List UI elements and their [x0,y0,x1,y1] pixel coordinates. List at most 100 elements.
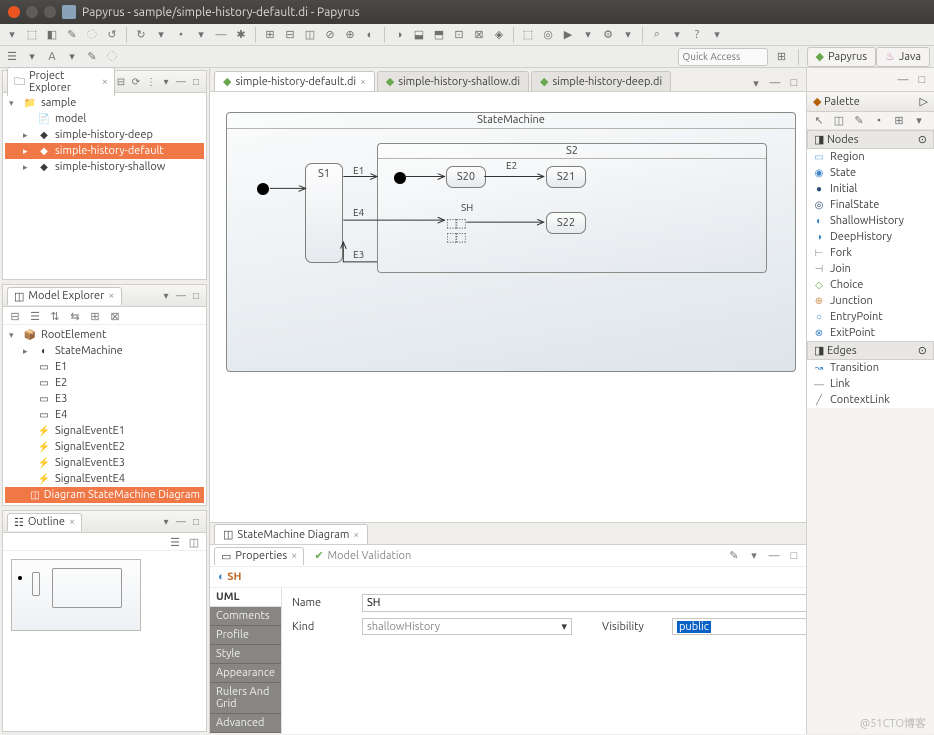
toolbar-button[interactable]: ◌ [104,49,120,65]
palette-item-exitpoint[interactable]: ⊗ExitPoint [807,325,934,341]
twisty-icon[interactable]: ▸ [23,162,33,173]
model-explorer-tab[interactable]: ◫ Model Explorer × [7,287,122,305]
properties-category[interactable]: Appearance [210,664,281,683]
model-validation-tab[interactable]: ✔ Model Validation [314,549,411,562]
toolbar-button[interactable]: ▾ [669,27,685,43]
toolbar-button[interactable]: ◑ [391,27,407,43]
tree-item[interactable]: ▸◐StateMachine [5,343,204,359]
view-toolbar-button[interactable]: ⊟ [7,308,23,324]
view-toolbar-button[interactable]: ↖ [811,113,827,129]
view-toolbar-button[interactable]: ⊠ [107,308,123,324]
toolbar-button[interactable]: — [213,27,229,43]
chevron-right-icon[interactable]: ▷ [920,95,928,108]
toolbar-button[interactable]: ↻ [133,27,149,43]
view-toolbar-button[interactable]: — [175,76,187,88]
view-toolbar-button[interactable]: ▾ [748,75,764,91]
close-icon[interactable]: × [108,290,114,302]
palette-item-deephistory[interactable]: ◑DeepHistory [807,229,934,245]
tree-item[interactable]: ▭E1 [5,359,204,375]
pin-icon[interactable]: ⊙ [918,344,927,357]
view-toolbar-button[interactable]: ◫ [186,534,202,550]
toolbar-button[interactable]: ▾ [153,27,169,43]
toolbar-button[interactable]: ⚙ [600,27,616,43]
perspective-papyrus[interactable]: ◆Papyrus [807,47,877,67]
palette-item-shallowhistory[interactable]: ◐ShallowHistory [807,213,934,229]
initial-state-s2[interactable] [394,172,406,184]
palette-item-region[interactable]: ▭Region [807,149,934,165]
window-minimize-button[interactable] [26,6,38,18]
view-toolbar-button[interactable]: — [175,290,187,302]
view-toolbar-button[interactable]: ▾ [911,113,927,129]
view-toolbar-button[interactable]: ⊞ [87,308,103,324]
model-explorer-tree[interactable]: ▾📦RootElement▸◐StateMachine▭E1▭E2▭E3▭E4⚡… [3,325,206,505]
toolbar-button[interactable]: ☰ [4,49,20,65]
view-toolbar-button[interactable]: □ [190,290,202,302]
toolbar-button[interactable]: ◧ [44,27,60,43]
palette-nodes-header[interactable]: ◨ Nodes ⊙ [807,130,934,149]
tree-item[interactable]: ▭E2 [5,375,204,391]
toolbar-button[interactable]: ↺ [104,27,120,43]
palette-edges-header[interactable]: ◨ Edges ⊙ [807,341,934,360]
palette-item-join[interactable]: ⊣Join [807,261,934,277]
palette-item-finalstate[interactable]: ◎FinalState [807,197,934,213]
tree-item[interactable]: ▸◆simple-history-deep [5,127,204,143]
toolbar-button[interactable]: ▾ [64,49,80,65]
toolbar-button[interactable]: ⌕ [649,27,665,43]
tree-item[interactable]: ◫Diagram StateMachine Diagram [5,487,204,503]
toolbar-button[interactable]: ⊟ [282,27,298,43]
view-toolbar-button[interactable]: ▾ [160,290,172,302]
properties-category[interactable]: Comments [210,607,281,626]
toolbar-button[interactable]: ◫ [302,27,318,43]
toolbar-button[interactable]: ⬓ [411,27,427,43]
toolbar-button[interactable]: • [173,27,189,43]
close-icon[interactable]: × [291,550,297,562]
editor-tab[interactable]: ◆simple-history-deep.di [531,71,671,91]
tree-item[interactable]: ⚡SignalEventE3 [5,455,204,471]
diagram-canvas[interactable]: StateMachine S1 S2 S20 S21 ⬚⬚⬚⬚ SH S22 E… [210,92,806,522]
initial-state[interactable] [257,183,269,195]
open-perspective-icon[interactable]: ⊞ [774,49,790,65]
shallow-history-node[interactable]: ⬚⬚⬚⬚ [446,216,465,244]
state-s22[interactable]: S22 [546,212,586,234]
tree-item[interactable]: ⚡SignalEventE1 [5,423,204,439]
quick-access-input[interactable] [678,48,768,66]
view-toolbar-button[interactable]: ◫ [831,113,847,129]
view-toolbar-button[interactable]: — [175,516,187,528]
toolbar-button[interactable]: ▾ [4,27,20,43]
outline-canvas[interactable] [3,551,206,731]
kind-combo[interactable]: shallowHistory ▾ [362,618,572,635]
toolbar-button[interactable]: ◎ [540,27,556,43]
tree-item[interactable]: ⚡SignalEventE4 [5,471,204,487]
toolbar-button[interactable]: ⊡ [451,27,467,43]
editor-tab[interactable]: ◆simple-history-default.di× [214,71,375,91]
toolbar-button[interactable]: ◐ [362,27,378,43]
statemachine-diagram-tab[interactable]: ◫ StateMachine Diagram × [214,524,368,544]
view-toolbar-button[interactable]: • [871,113,887,129]
properties-category[interactable]: Profile [210,626,281,645]
toolbar-button[interactable]: ▾ [580,27,596,43]
close-icon[interactable]: × [69,516,75,528]
palette-item-state[interactable]: ◉State [807,165,934,181]
window-maximize-button[interactable] [44,6,56,18]
tree-item[interactable]: ▸◆simple-history-default [5,143,204,159]
toolbar-button[interactable]: A [44,49,60,65]
twisty-icon[interactable]: ▸ [23,146,33,157]
uml-header[interactable]: UML [210,588,281,607]
name-input[interactable] [362,594,822,612]
view-toolbar-button[interactable]: ⊞ [891,113,907,129]
toolbar-button[interactable]: ✱ [233,27,249,43]
palette-item-fork[interactable]: ⊢Fork [807,245,934,261]
palette-item-entrypoint[interactable]: ○EntryPoint [807,309,934,325]
toolbar-button[interactable]: ✎ [84,49,100,65]
tree-item[interactable]: ⚡SignalEventE2 [5,439,204,455]
toolbar-button[interactable]: ⬒ [431,27,447,43]
view-toolbar-button[interactable]: ⟳ [130,76,142,88]
view-toolbar-button[interactable]: ⇆ [67,308,83,324]
toolbar-button[interactable]: ◈ [491,27,507,43]
twisty-icon[interactable]: ▾ [9,330,19,341]
close-icon[interactable]: × [102,76,108,88]
toolbar-button[interactable]: ▾ [709,27,725,43]
project-explorer-tab[interactable]: 🗀 Project Explorer × [7,67,115,96]
properties-category[interactable]: Advanced [210,714,281,733]
view-toolbar-button[interactable]: — [767,75,783,91]
